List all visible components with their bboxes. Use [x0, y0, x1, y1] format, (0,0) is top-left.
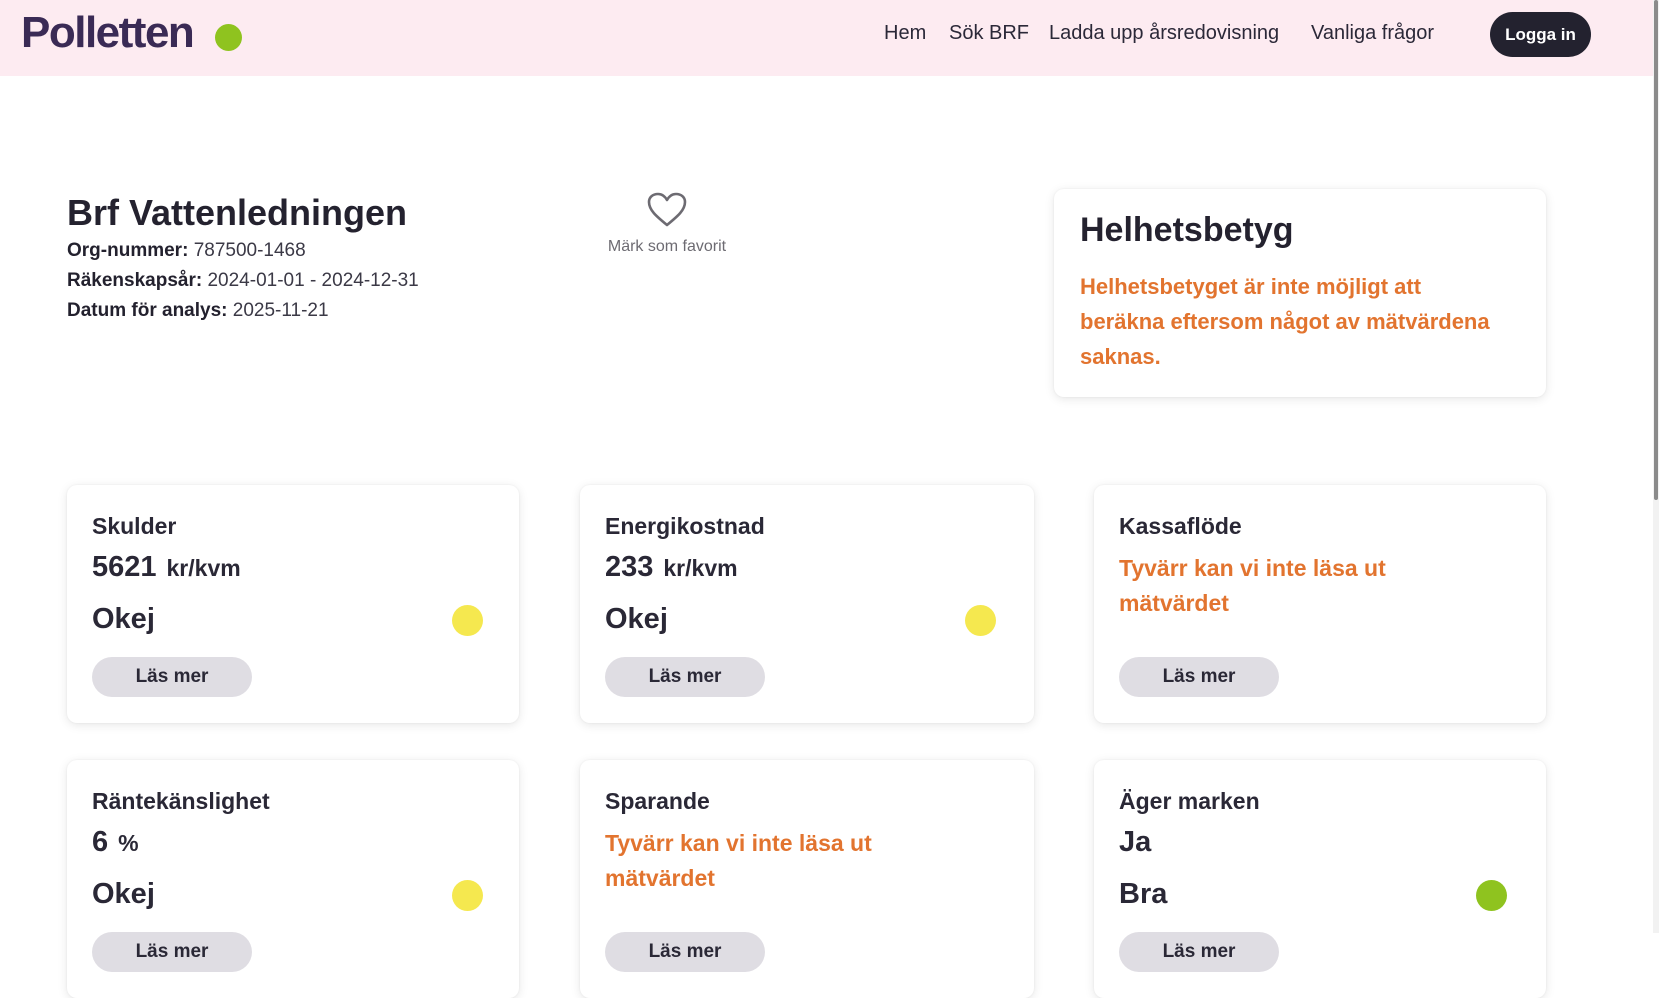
metric-value: Ja: [1119, 826, 1151, 859]
metric-unit: kr/kvm: [663, 555, 738, 581]
metric-rating: Okej: [92, 878, 155, 910]
org-number-label: Org-nummer:: [67, 240, 189, 261]
top-navigation-bar: Polletten Hem Sök BRF Ladda upp årsredov…: [0, 0, 1653, 76]
metric-value: 6%: [92, 826, 139, 859]
metric-number: 233: [605, 551, 654, 583]
org-number-value: 787500-1468: [193, 240, 306, 261]
metric-number: Ja: [1119, 826, 1152, 858]
metric-title: Energikostnad: [605, 513, 765, 539]
metric-rating: Okej: [92, 603, 155, 635]
fiscal-year-value: 2024-01-01 - 2024-12-31: [207, 270, 419, 291]
fiscal-year-label: Räkenskapsår:: [67, 270, 203, 291]
read-more-button[interactable]: Läs mer: [92, 932, 252, 972]
metric-title: Kassaflöde: [1119, 513, 1242, 539]
logo-dot: [215, 24, 242, 51]
read-more-button[interactable]: Läs mer: [605, 932, 765, 972]
status-dot: [1476, 880, 1507, 911]
metric-unit: kr/kvm: [166, 555, 241, 581]
favorite-toggle[interactable]: Märk som favorit: [590, 192, 744, 256]
metric-number: 6: [92, 826, 109, 858]
metric-unit: %: [118, 830, 139, 856]
metric-card-energy-cost: Energikostnad 233 kr/kvm Okej Läs mer: [580, 485, 1034, 723]
fiscal-year-row: Räkenskapsår: 2024-01-01 - 2024-12-31: [67, 270, 419, 292]
nav-link-upload-report[interactable]: Ladda upp årsredovisning: [1049, 22, 1280, 44]
metric-card-interest-sensitivity: Räntekänslighet 6% Okej Läs mer: [67, 760, 519, 998]
analysis-date-value: 2025-11-21: [232, 300, 329, 321]
read-more-button[interactable]: Läs mer: [605, 657, 765, 697]
metric-card-cash-flow: Kassaflöde Tyvärr kan vi inte läsa ut mä…: [1094, 485, 1546, 723]
status-dot: [452, 880, 483, 911]
login-button[interactable]: Logga in: [1490, 12, 1591, 57]
metric-error-message: Tyvärr kan vi inte läsa ut mätvärdet: [1119, 555, 1386, 616]
metric-number: 5621: [92, 551, 157, 583]
metric-rating: Bra: [1119, 878, 1168, 910]
analysis-date-label: Datum för analys:: [67, 300, 228, 321]
analysis-date-row: Datum för analys: 2025-11-21: [67, 300, 329, 322]
org-name: Brf Vattenledningen: [67, 192, 408, 233]
metric-value: 5621 kr/kvm: [92, 551, 241, 584]
status-dot: [965, 605, 996, 636]
metric-title: Sparande: [605, 788, 710, 814]
read-more-button[interactable]: Läs mer: [1119, 932, 1279, 972]
nav-link-search-brf[interactable]: Sök BRF: [949, 22, 1030, 44]
heart-outline-icon[interactable]: [647, 192, 687, 228]
metric-card-debt: Skulder 5621 kr/kvm Okej Läs mer: [67, 485, 519, 723]
metric-error-message: Tyvärr kan vi inte läsa ut mätvärdet: [605, 830, 872, 891]
favorite-label: Märk som favorit: [607, 238, 727, 255]
metric-card-savings: Sparande Tyvärr kan vi inte läsa ut mätv…: [580, 760, 1034, 998]
nav-link-faq[interactable]: Vanliga frågor: [1311, 22, 1435, 44]
read-more-button[interactable]: Läs mer: [1119, 657, 1279, 697]
overall-rating-title: Helhetsbetyg: [1080, 211, 1294, 249]
metric-title: Äger marken: [1119, 788, 1260, 814]
metric-value: 233 kr/kvm: [605, 551, 738, 584]
metric-rating: Okej: [605, 603, 668, 635]
overall-rating-card: Helhetsbetyg Helhetsbetyget är inte möjl…: [1054, 189, 1546, 397]
scrollbar-thumb[interactable]: [1654, 0, 1658, 500]
status-dot: [452, 605, 483, 636]
overall-rating-message: Helhetsbetyget är inte möjligt att beräk…: [1080, 274, 1490, 369]
org-number-row: Org-nummer: 787500-1468: [67, 240, 306, 262]
read-more-button[interactable]: Läs mer: [92, 657, 252, 697]
metric-title: Räntekänslighet: [92, 788, 270, 814]
logo[interactable]: Polletten: [21, 8, 195, 57]
nav-link-home[interactable]: Hem: [884, 22, 927, 44]
metric-card-owns-land: Äger marken Ja Bra Läs mer: [1094, 760, 1546, 998]
metric-title: Skulder: [92, 513, 177, 539]
